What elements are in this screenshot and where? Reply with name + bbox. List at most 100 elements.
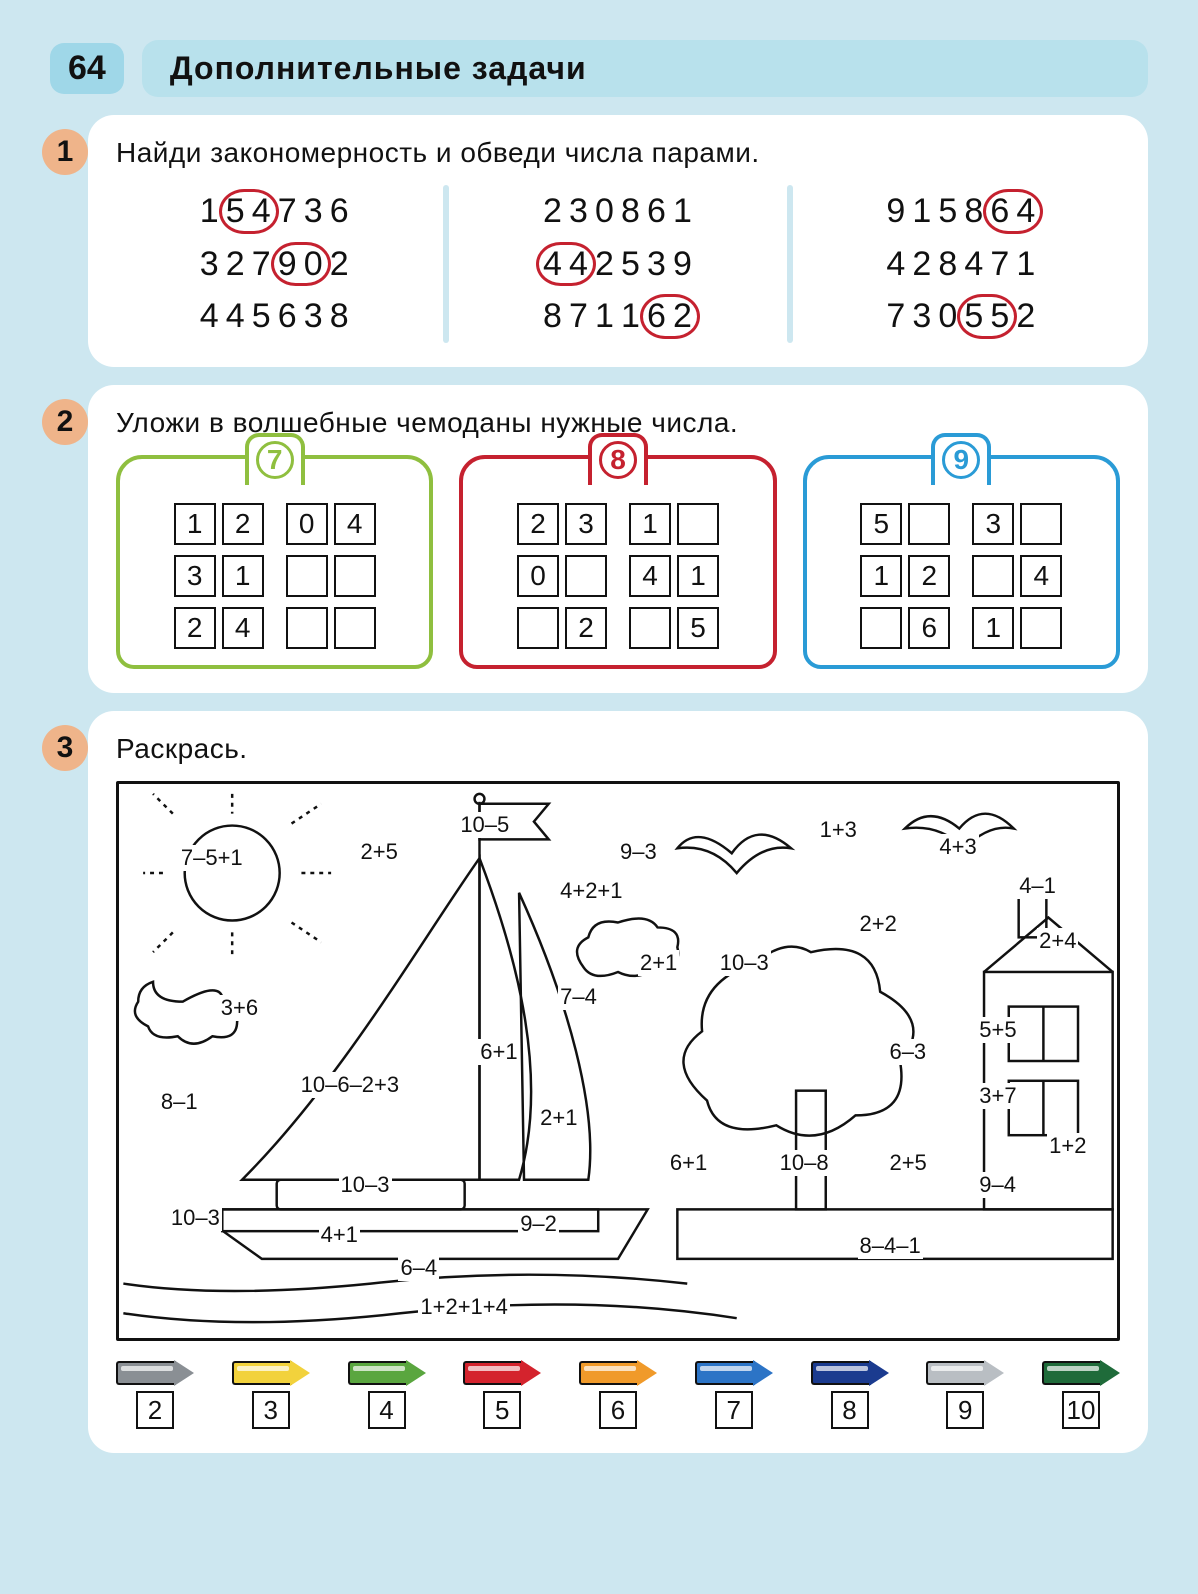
page-header: 64 Дополнительные задачи (50, 40, 1148, 97)
picture-svg (119, 784, 1117, 1338)
number-pair: 5 (629, 607, 719, 649)
digit: 3 (909, 290, 935, 343)
digit: 6 (275, 290, 301, 343)
circled-pair: 44 (540, 238, 592, 291)
key-number: 4 (368, 1391, 406, 1429)
number-pair: 12 (174, 503, 264, 545)
crayon-icon (579, 1361, 657, 1385)
expression-label: 1+2 (1047, 1133, 1088, 1159)
suitcase-number: 7 (256, 441, 294, 479)
number-box: 4 (334, 503, 376, 545)
expression-label: 8–4–1 (858, 1233, 923, 1259)
number-row: 230861 (459, 185, 776, 238)
key-number: 10 (1062, 1391, 1100, 1429)
digit: 7 (883, 290, 909, 343)
number-box (565, 555, 607, 597)
number-box: 1 (860, 555, 902, 597)
suitcase-row: 24 (136, 607, 413, 649)
column-separator (443, 185, 449, 343)
number-pair: 31 (174, 555, 264, 597)
crayon-icon (232, 1361, 310, 1385)
number-box: 2 (565, 607, 607, 649)
digit: 5 (935, 185, 961, 238)
number-row: 327902 (116, 238, 433, 291)
number-box (860, 607, 902, 649)
color-key-item: 7 (695, 1361, 773, 1429)
suitcase-number: 9 (942, 441, 980, 479)
expression-label: 6+1 (478, 1039, 519, 1065)
crayon-icon (348, 1361, 426, 1385)
suitcase-tag: 8 (588, 433, 648, 485)
number-pair: 3 (972, 503, 1062, 545)
color-key-item: 2 (116, 1361, 194, 1429)
digit: 4 (540, 238, 566, 291)
expression-label: 9–4 (977, 1172, 1018, 1198)
digit: 4 (1013, 185, 1039, 238)
color-key-item: 10 (1042, 1361, 1120, 1429)
digit: 5 (223, 185, 249, 238)
number-box (334, 555, 376, 597)
digit: 9 (275, 238, 301, 291)
digit: 5 (249, 290, 275, 343)
digit: 3 (301, 185, 327, 238)
number-box (629, 607, 671, 649)
digit: 6 (644, 290, 670, 343)
number-pair: 04 (286, 503, 376, 545)
number-pair (286, 555, 376, 597)
page-title: Дополнительные задачи (142, 40, 1148, 97)
key-number: 9 (946, 1391, 984, 1429)
number-row: 442539 (459, 238, 776, 291)
digit: 8 (327, 290, 353, 343)
expression-label: 6+1 (668, 1150, 709, 1176)
key-number: 8 (831, 1391, 869, 1429)
expression-label: 10–6–2+3 (299, 1072, 402, 1098)
digit: 3 (644, 238, 670, 291)
digit: 1 (1013, 238, 1039, 291)
crayon-icon (695, 1361, 773, 1385)
expression-label: 2+5 (887, 1150, 928, 1176)
expression-label: 1+2+1+4 (418, 1294, 509, 1320)
crayon-icon (926, 1361, 1004, 1385)
digit: 7 (987, 238, 1013, 291)
expression-label: 7–4 (558, 984, 599, 1010)
number-pair: 2 (517, 607, 607, 649)
color-key-item: 9 (926, 1361, 1004, 1429)
number-box: 2 (222, 503, 264, 545)
number-row: 445638 (116, 290, 433, 343)
color-key: 2345678910 (116, 1361, 1120, 1429)
digit: 3 (197, 238, 223, 291)
task-3-panel: 3 Раскрась. (88, 711, 1148, 1453)
number-box: 1 (222, 555, 264, 597)
task-1-column: 154736327902445638 (116, 185, 433, 343)
number-pair: 6 (860, 607, 950, 649)
coloring-picture: 7–5+12+510–59–34+2+11+34+34–12+22+42+110… (116, 781, 1120, 1341)
number-box: 2 (908, 555, 950, 597)
expression-label: 4+3 (937, 834, 978, 860)
digit: 4 (883, 238, 909, 291)
expression-label: 9–2 (518, 1211, 559, 1237)
crayon-icon (1042, 1361, 1120, 1385)
number-box: 2 (517, 503, 559, 545)
suitcase-row: 231 (479, 503, 756, 545)
number-row: 154736 (116, 185, 433, 238)
expression-label: 4+1 (319, 1222, 360, 1248)
task-1-prompt: Найди закономерность и обведи числа пара… (116, 137, 1120, 169)
digit: 2 (909, 238, 935, 291)
suitcase: 95312461 (803, 455, 1120, 669)
task-2-panel: 2 Уложи в волшебные чемоданы нужные числ… (88, 385, 1148, 693)
digit: 8 (935, 238, 961, 291)
key-number: 7 (715, 1391, 753, 1429)
circled-pair: 62 (644, 290, 696, 343)
number-box (286, 555, 328, 597)
digit: 1 (670, 185, 696, 238)
digit: 7 (566, 290, 592, 343)
suitcase-row: 53 (823, 503, 1100, 545)
number-box (677, 503, 719, 545)
digit: 8 (540, 290, 566, 343)
task-1-column: 915864428471730552 (803, 185, 1120, 343)
number-box: 1 (677, 555, 719, 597)
suitcase-row: 31 (136, 555, 413, 597)
digit: 4 (223, 290, 249, 343)
digit: 9 (883, 185, 909, 238)
number-box: 4 (222, 607, 264, 649)
